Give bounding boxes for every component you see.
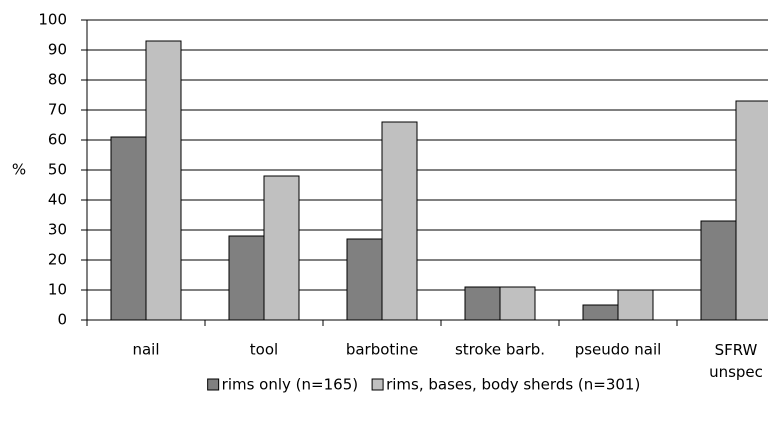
bar [381,121,418,321]
y-tick-label: 60 [48,131,67,149]
legend-swatch [207,378,220,391]
y-tick-label: 30 [48,221,67,239]
y-tick-label: 70 [48,101,67,119]
bar [582,304,619,321]
x-tick-label-line: unspec [709,363,763,381]
y-tick-label: 10 [48,281,67,299]
y-tick-label: 90 [48,41,67,59]
y-tick-label: 20 [48,251,67,269]
y-tick-label: 80 [48,71,67,89]
legend-label: rims, bases, body sherds (n=301) [386,376,640,394]
x-tick-label: pseudo nail [575,341,662,359]
x-tick-label: barbotine [346,341,418,359]
bar [263,175,300,321]
bar [499,286,536,321]
y-tick-label: 100 [38,11,67,29]
bar [700,220,737,321]
x-tick-label-line: SFRW [715,341,758,359]
x-tick-label: nail [132,341,159,359]
y-tick-label: 0 [57,311,67,329]
bar [145,40,182,321]
bar [110,136,147,321]
y-tick-label: 50 [48,161,67,179]
bar [617,289,654,321]
x-tick-label: tool [250,341,278,359]
x-tick-label: stroke barb. [455,341,545,359]
legend-swatch [371,378,384,391]
legend: rims only (n=165) rims, bases, body sherd… [207,376,640,394]
bar [346,238,383,321]
bar [228,235,265,321]
x-tick-label: SFRW unspec [709,341,763,381]
legend-label: rims only (n=165) [222,376,358,394]
y-tick-label: 40 [48,191,67,209]
bar [464,286,501,321]
bar [735,100,768,321]
y-axis-label: % [12,161,26,179]
